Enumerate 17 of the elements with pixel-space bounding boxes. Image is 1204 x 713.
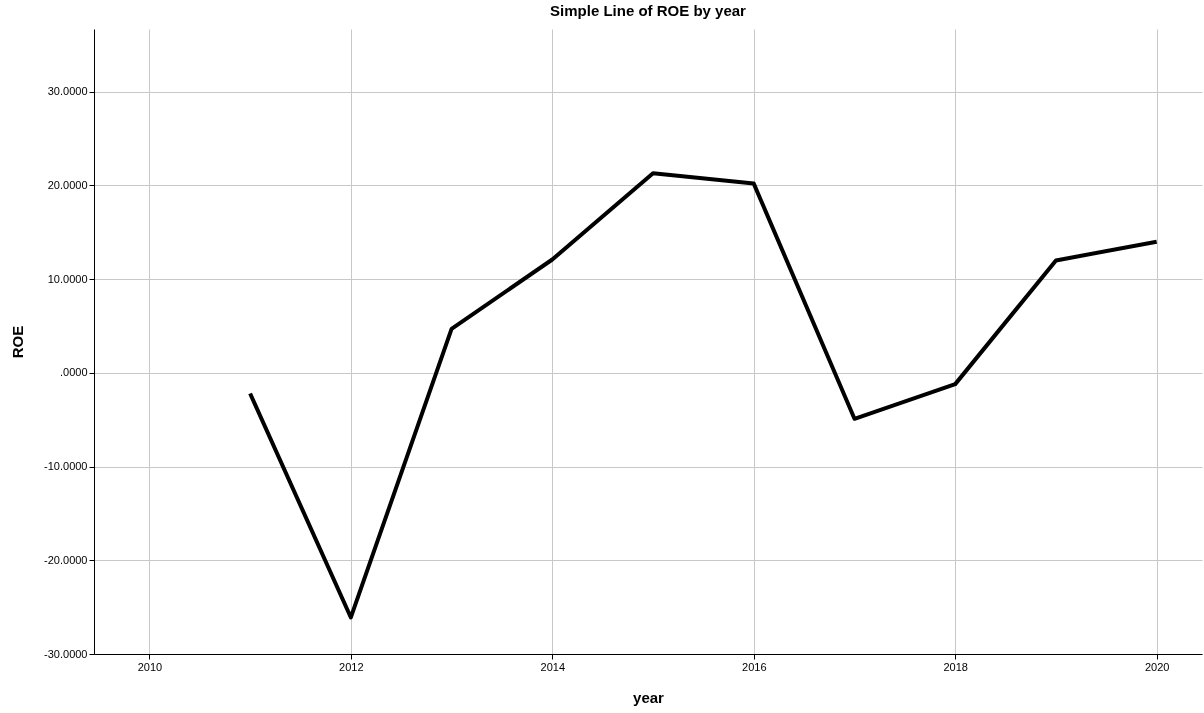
y-tick-label: -30.0000 <box>44 647 88 660</box>
y-tick-label: -10.0000 <box>44 460 88 473</box>
y-tick-label: .0000 <box>59 366 88 379</box>
y-tick-label: 10.0000 <box>47 272 88 285</box>
y-tick-label: 30.0000 <box>47 85 88 98</box>
x-tick-label: 2012 <box>339 660 364 673</box>
y-tick-label: -20.0000 <box>44 553 88 566</box>
x-axis-title: year <box>633 688 665 706</box>
x-tick-label: 2014 <box>540 660 566 673</box>
x-tick-label: 2010 <box>137 660 163 673</box>
x-tick-label: 2018 <box>943 660 968 673</box>
chart-title: Simple Line of ROE by year <box>550 2 747 19</box>
x-tick-label: 2016 <box>742 660 767 673</box>
x-tick-label: 2020 <box>1144 660 1170 673</box>
y-axis-title: ROE <box>9 325 27 359</box>
line-series <box>248 171 1159 620</box>
y-tick-label: 20.0000 <box>47 178 88 191</box>
